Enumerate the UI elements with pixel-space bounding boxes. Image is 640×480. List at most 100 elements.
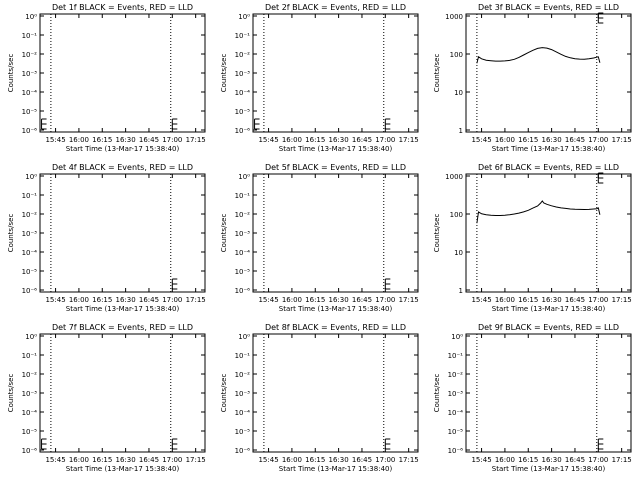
x-tick-label: 17:15	[399, 136, 419, 144]
error-bar	[597, 172, 604, 184]
x-tick-label: 16:00	[282, 456, 302, 464]
x-tick-label: 17:00	[375, 296, 395, 304]
error-bar	[597, 12, 604, 24]
y-tick-label: 10⁻³	[22, 70, 38, 78]
x-tick-label: 16:00	[495, 456, 515, 464]
y-tick-label: 10⁻⁴	[22, 249, 38, 257]
x-tick-label: 17:00	[588, 296, 608, 304]
x-tick-label: 17:00	[375, 456, 395, 464]
x-tick-label: 17:00	[588, 456, 608, 464]
y-axis-label: Counts/sec	[7, 54, 15, 93]
x-tick-label: 16:45	[352, 456, 372, 464]
y-axis-label: Counts/sec	[220, 54, 228, 93]
y-axis-label: Counts/sec	[220, 214, 228, 253]
x-tick-label: 17:15	[612, 456, 632, 464]
x-tick-label: 16:15	[518, 296, 538, 304]
y-tick-label: 10⁻⁴	[22, 409, 38, 417]
y-tick-label: 10⁻⁵	[22, 428, 38, 436]
x-tick-label: 16:00	[495, 136, 515, 144]
x-tick-label: 16:15	[518, 136, 538, 144]
error-bar	[171, 278, 178, 290]
y-tick-label: 10⁻³	[235, 70, 251, 78]
y-tick-label: 10⁻⁴	[235, 249, 251, 257]
y-tick-label: 10⁻¹	[235, 352, 251, 360]
error-bar	[171, 438, 178, 450]
x-tick-label: 16:45	[565, 136, 585, 144]
x-tick-label: 16:00	[282, 296, 302, 304]
y-axis-label: Counts/sec	[433, 374, 441, 413]
x-axis-label: Start Time (13-Mar-17 15:38:40)	[279, 305, 393, 313]
x-tick-label: 16:15	[305, 136, 325, 144]
y-tick-label: 10⁻³	[22, 390, 38, 398]
y-tick-label: 10⁰	[451, 333, 463, 341]
y-tick-label: 10⁻²	[22, 211, 38, 219]
x-tick-label: 15:45	[45, 296, 65, 304]
y-tick-label: 10⁰	[25, 173, 37, 181]
plot-frame	[465, 333, 632, 453]
y-axis-label: Counts/sec	[7, 374, 15, 413]
y-tick-label: 10⁻²	[22, 371, 38, 379]
x-tick-label: 17:00	[162, 136, 182, 144]
x-tick-label: 16:45	[139, 296, 159, 304]
y-tick-label: 10⁻⁴	[448, 409, 464, 417]
panel-8: Det 8f BLACK = Events, RED = LLD 15:45 16:…	[220, 323, 419, 473]
panel-title: Det 6f BLACK = Events, RED = LLD	[478, 163, 619, 172]
x-tick-label: 15:45	[471, 456, 491, 464]
x-tick-label: 16:30	[542, 296, 562, 304]
y-tick-label: 10⁻⁶	[448, 447, 464, 455]
x-axis-label: Start Time (13-Mar-17 15:38:40)	[492, 305, 606, 313]
plot-frame	[465, 13, 632, 133]
y-tick-label: 10⁻²	[235, 371, 251, 379]
plot-frame	[252, 13, 419, 133]
y-tick-label: 10⁻⁶	[22, 287, 38, 295]
y-axis-label: Counts/sec	[433, 214, 441, 253]
y-tick-label: 10⁻⁶	[235, 447, 251, 455]
plot-frame	[465, 173, 632, 293]
panel-6: Det 6f BLACK = Events, RED = LLD 15:45 16:…	[433, 163, 632, 313]
panel-title: Det 7f BLACK = Events, RED = LLD	[52, 323, 193, 332]
y-tick-label: 10⁰	[238, 173, 250, 181]
x-tick-label: 16:00	[69, 136, 89, 144]
x-tick-label: 15:45	[258, 136, 278, 144]
x-tick-label: 16:15	[305, 456, 325, 464]
panel-title: Det 2f BLACK = Events, RED = LLD	[265, 3, 406, 12]
series-line	[476, 200, 601, 224]
plot-frame	[252, 173, 419, 293]
y-tick-label: 10⁻⁴	[235, 409, 251, 417]
x-tick-label: 16:30	[542, 136, 562, 144]
y-tick-label: 10⁻⁶	[235, 127, 251, 135]
x-tick-label: 16:45	[139, 456, 159, 464]
x-tick-label: 16:15	[92, 456, 112, 464]
x-tick-label: 16:30	[116, 456, 136, 464]
y-tick-label: 1	[459, 287, 463, 295]
x-tick-label: 15:45	[471, 296, 491, 304]
x-tick-label: 16:45	[565, 296, 585, 304]
x-tick-label: 15:45	[258, 296, 278, 304]
x-tick-label: 16:45	[139, 136, 159, 144]
panel-5: Det 5f BLACK = Events, RED = LLD 15:45 16:…	[220, 163, 419, 313]
x-tick-label: 17:15	[186, 296, 206, 304]
y-tick-label: 10⁻²	[448, 371, 464, 379]
y-tick-label: 10	[454, 89, 463, 97]
y-tick-label: 10⁻¹	[235, 32, 251, 40]
error-bar	[254, 118, 260, 130]
y-tick-label: 100	[450, 51, 463, 59]
y-tick-label: 10⁻³	[448, 390, 464, 398]
x-tick-label: 16:30	[329, 296, 349, 304]
plot-frame	[39, 173, 206, 293]
x-tick-label: 16:00	[69, 456, 89, 464]
plot-frame	[39, 333, 206, 453]
x-tick-label: 16:00	[69, 296, 89, 304]
y-tick-label: 10⁻⁵	[22, 108, 38, 116]
y-tick-label: 10⁰	[238, 333, 250, 341]
x-tick-label: 16:45	[565, 456, 585, 464]
x-tick-label: 16:45	[352, 136, 372, 144]
y-tick-label: 100	[450, 211, 463, 219]
y-tick-label: 10	[454, 249, 463, 257]
x-tick-label: 17:15	[186, 456, 206, 464]
plot-frame	[252, 333, 419, 453]
x-tick-label: 15:45	[258, 456, 278, 464]
y-tick-label: 10⁻¹	[22, 352, 38, 360]
x-tick-label: 17:15	[399, 296, 419, 304]
y-tick-label: 10⁻²	[22, 51, 38, 59]
